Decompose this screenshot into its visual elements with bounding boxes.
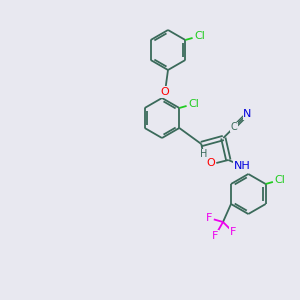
Text: F: F	[206, 213, 212, 223]
Text: Cl: Cl	[274, 175, 285, 185]
Text: O: O	[160, 87, 169, 97]
Text: O: O	[206, 158, 215, 168]
Text: N: N	[243, 109, 251, 119]
Text: NH: NH	[234, 161, 251, 171]
Text: F: F	[230, 227, 236, 237]
Text: H: H	[200, 149, 207, 159]
Text: C: C	[231, 122, 238, 132]
Text: Cl: Cl	[188, 99, 199, 109]
Text: Cl: Cl	[194, 31, 205, 41]
Text: F: F	[212, 231, 218, 241]
